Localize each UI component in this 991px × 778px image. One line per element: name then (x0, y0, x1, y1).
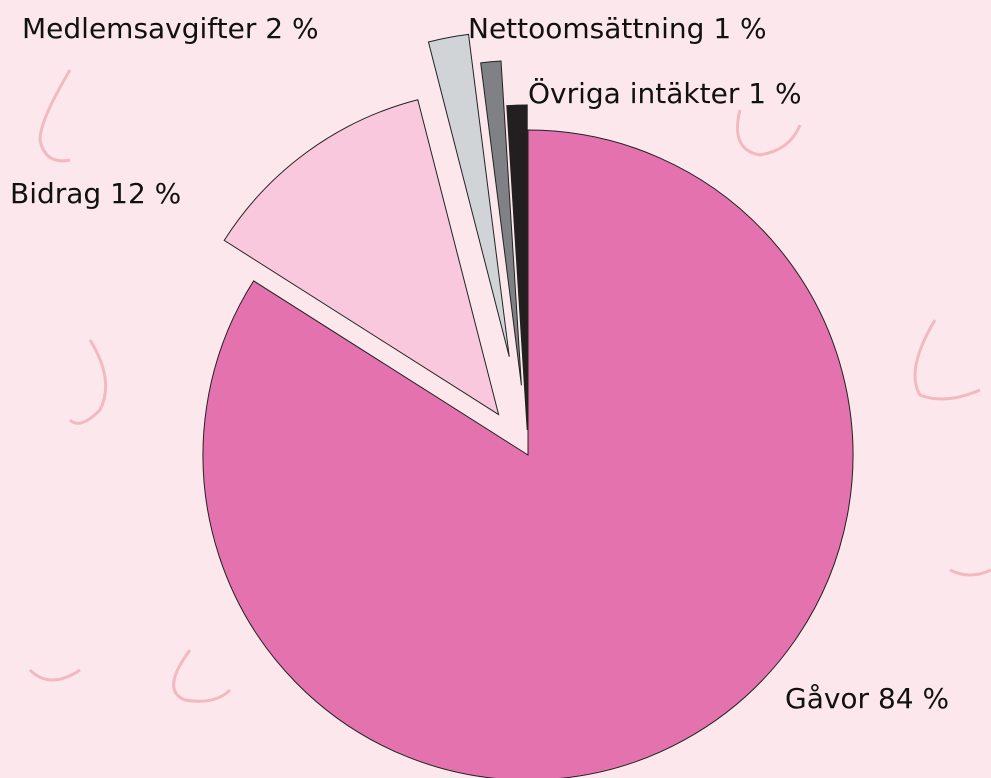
pie-slice (202, 129, 854, 778)
slice-category: Medlemsavgifter (22, 12, 257, 45)
doodle (736, 109, 802, 157)
doodle (172, 649, 232, 703)
slice-value: 2 % (265, 12, 318, 45)
background-doodles (28, 69, 991, 703)
pie-slice (480, 60, 522, 386)
slice-category: Övriga intäkter (528, 76, 740, 110)
slice-label: Bidrag 12 % (10, 177, 181, 210)
slice-category: Gåvor (785, 682, 870, 715)
doodle (913, 319, 981, 401)
pie-slice (223, 99, 500, 416)
slice-label: Gåvor 84 % (785, 682, 949, 715)
slice-value: 1 % (713, 12, 766, 45)
doodle (949, 568, 991, 577)
slice-label: Nettoomsättning 1 % (468, 12, 767, 45)
slice-label: Övriga intäkter 1 % (528, 76, 802, 110)
doodle (38, 69, 72, 163)
pie-slice (427, 33, 510, 357)
doodle (68, 339, 108, 425)
pie-slice (506, 104, 528, 431)
slice-value: 84 % (878, 682, 949, 715)
slice-value: 1 % (748, 77, 801, 110)
slice-label: Medlemsavgifter 2 % (22, 12, 319, 45)
doodle (28, 668, 81, 682)
slice-value: 12 % (110, 177, 181, 210)
slice-category: Nettoomsättning (468, 12, 704, 45)
slice-category: Bidrag (10, 177, 101, 210)
